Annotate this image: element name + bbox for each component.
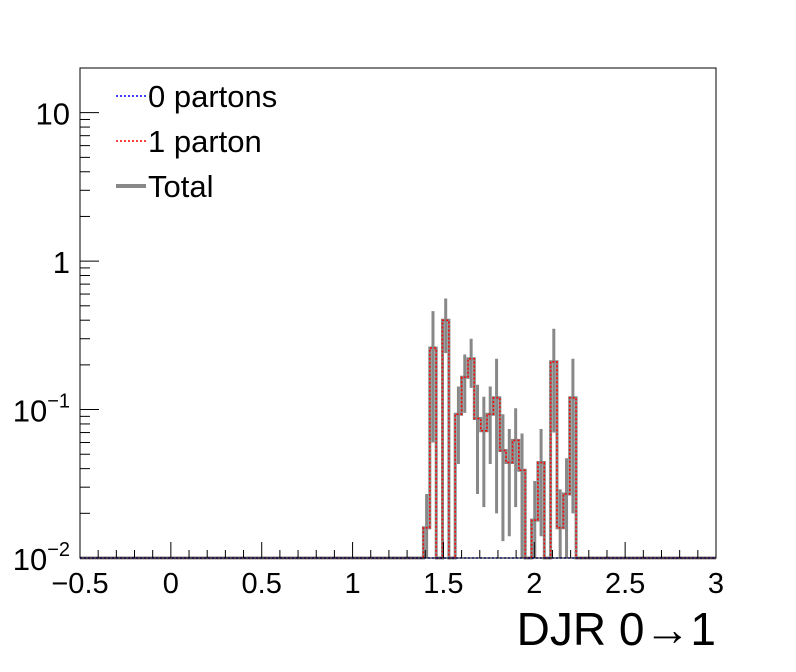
legend-entry: Total	[116, 169, 213, 204]
legend-label: 0 partons	[148, 79, 277, 114]
total-series-line	[80, 318, 716, 560]
y-tick-label: 10−1	[13, 391, 70, 429]
x-tick-label: 3	[708, 568, 724, 600]
x-tick-label: 0.5	[242, 568, 282, 600]
x-tick-label: 1.5	[423, 568, 463, 600]
y-axis-ticks: 10−2 10−1 1 10	[13, 67, 99, 577]
legend-entry: 1 parton	[116, 124, 262, 159]
x-tick-label: −0.5	[51, 568, 108, 600]
x-tick-label: 1	[345, 568, 361, 600]
x-tick-label: 2	[526, 568, 542, 600]
y-tick-label: 1	[53, 245, 70, 280]
legend: 0 partons 1 parton Total	[116, 79, 277, 204]
x-axis-label: DJR 0→1	[517, 603, 716, 655]
y-tick-label: 10−2	[13, 539, 70, 577]
x-tick-label: 2.5	[605, 568, 645, 600]
x-tick-label: 0	[163, 568, 179, 600]
x-axis-ticks: −0.5 0 0.5 1 1.5 2 2.5 3	[51, 542, 724, 600]
one-parton-series-line	[80, 319, 716, 559]
legend-label: 1 parton	[148, 124, 262, 159]
plot-frame	[79, 67, 717, 559]
histogram-bars	[80, 298, 716, 560]
y-tick-label: 10	[36, 97, 70, 132]
legend-entry: 0 partons	[116, 79, 277, 114]
legend-label: Total	[148, 169, 213, 204]
